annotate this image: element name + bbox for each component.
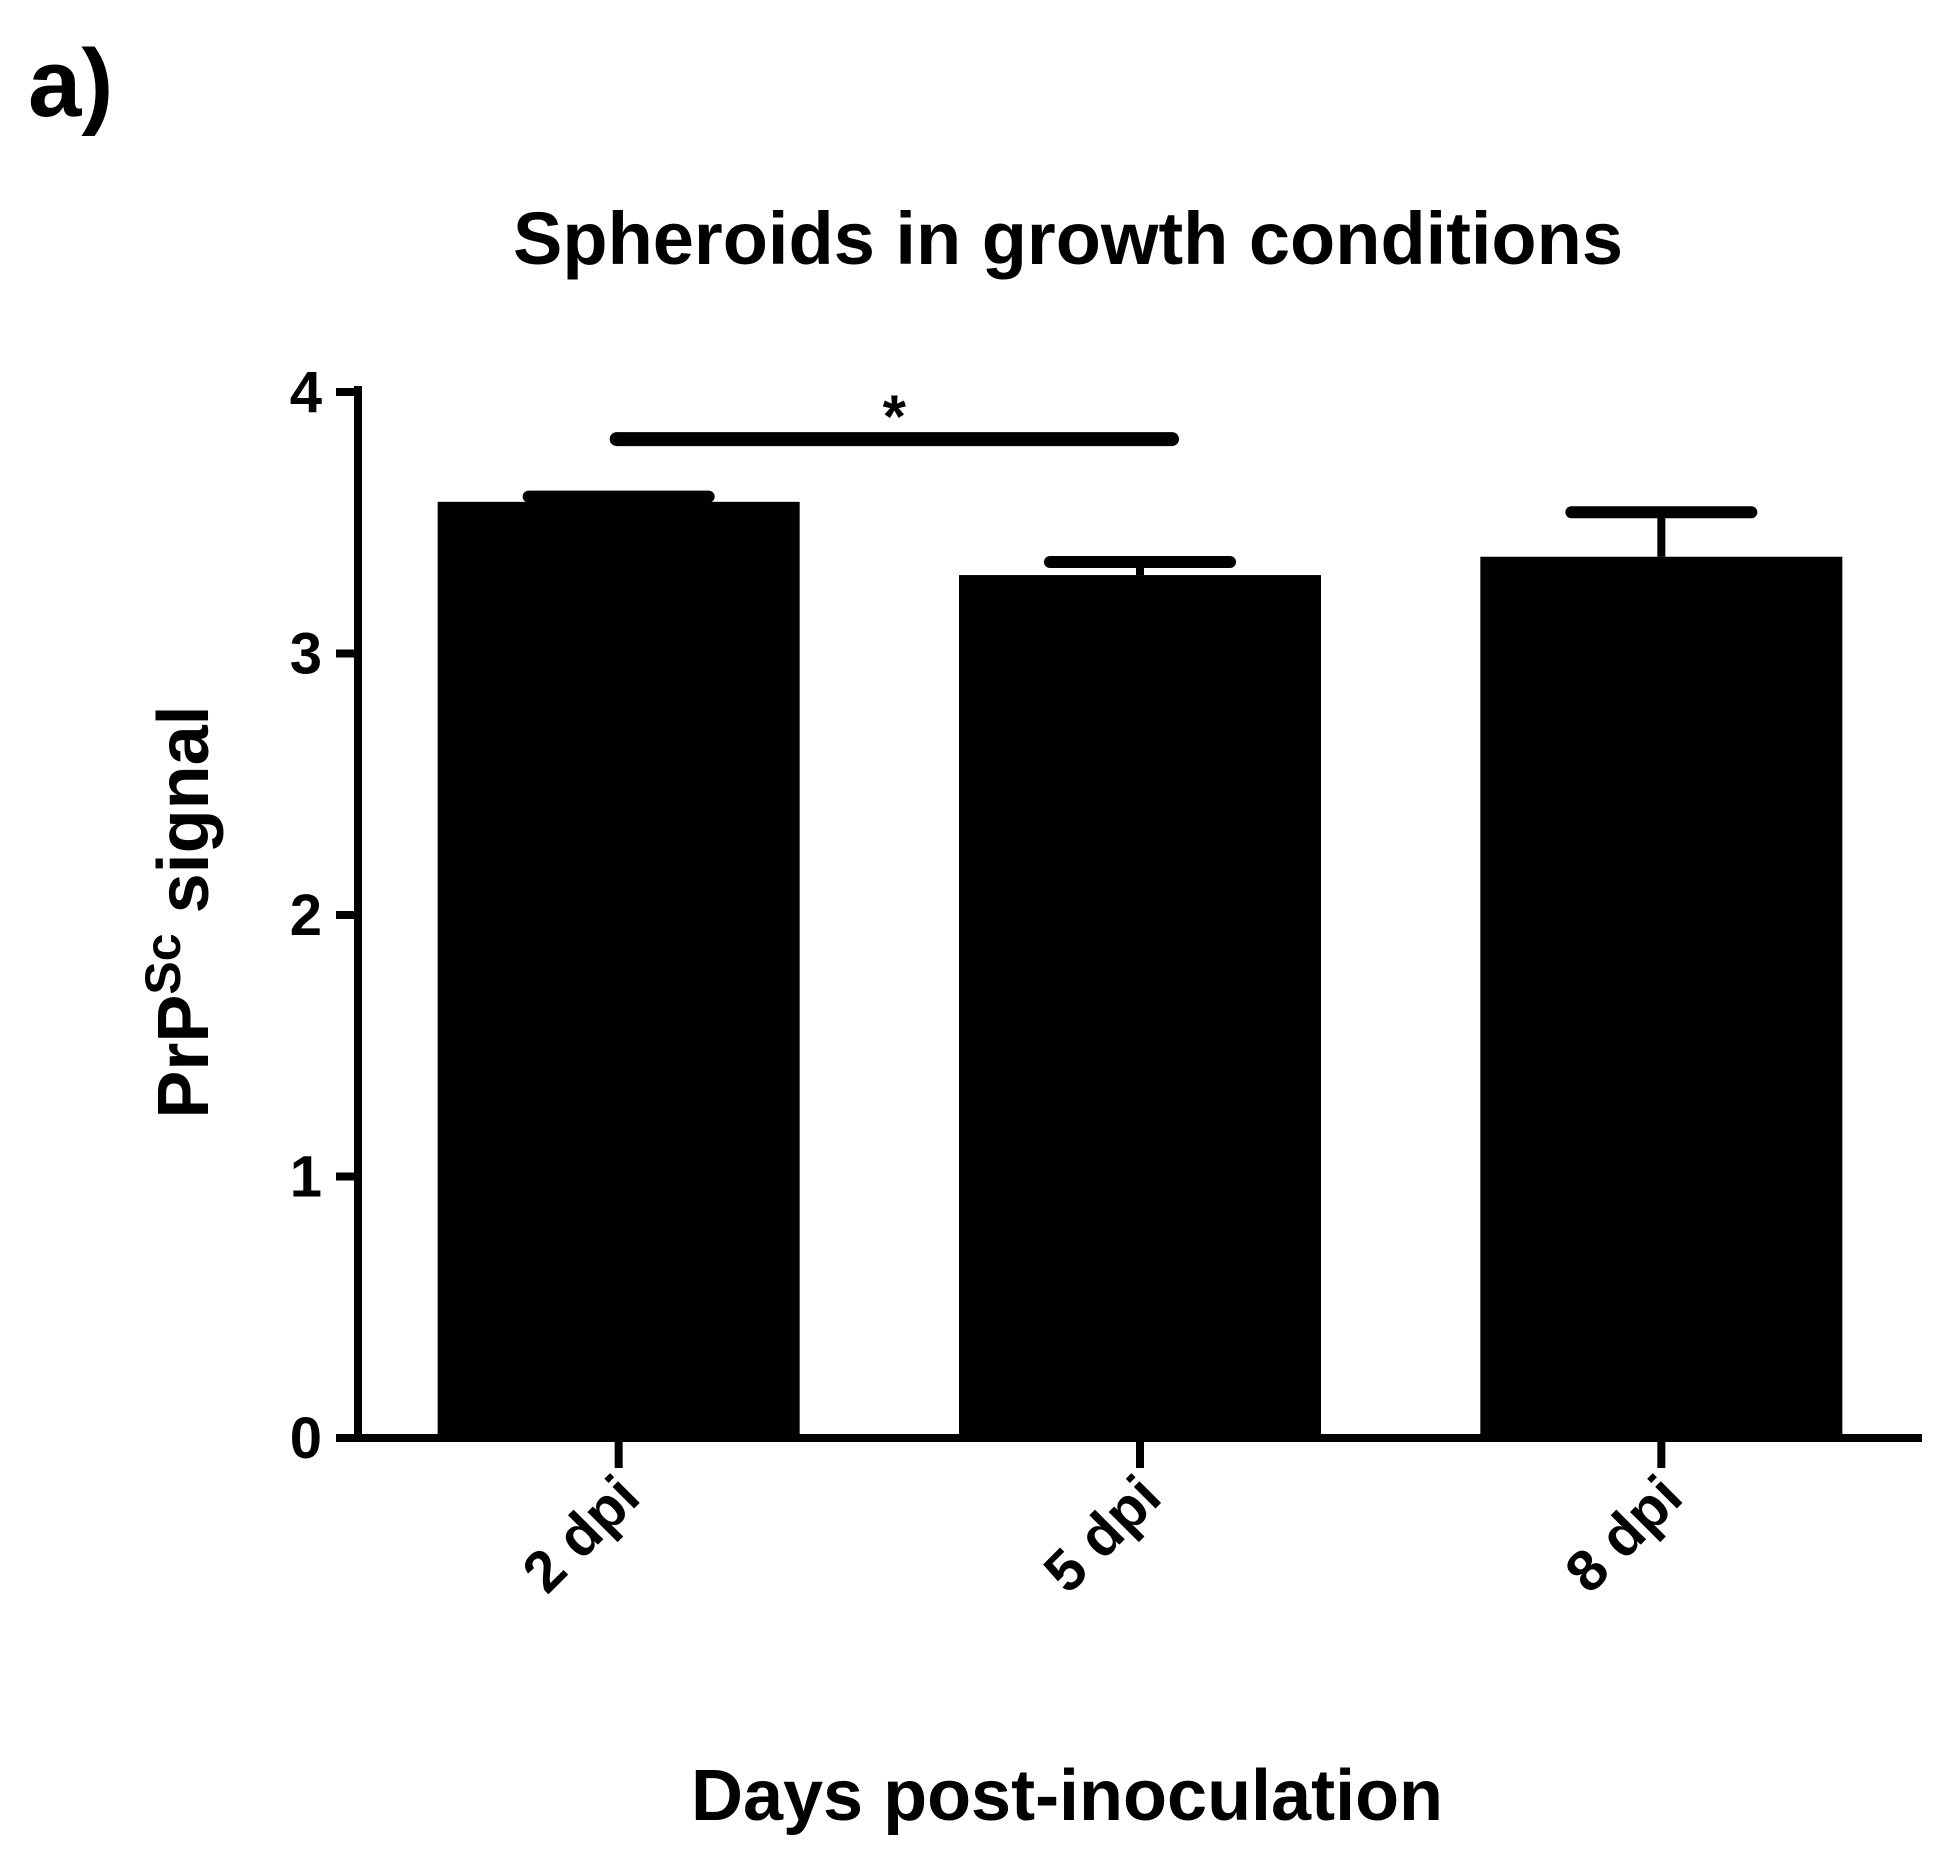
significance-label: * — [883, 383, 907, 450]
y-tick-label: 0 — [290, 1406, 322, 1471]
y-axis-title-suffix: signal — [144, 705, 224, 933]
y-axis-title-base: PrP — [144, 995, 224, 1119]
y-tick-label: 4 — [290, 360, 322, 425]
y-tick-label: 2 — [290, 883, 322, 948]
x-tick-label: 5 dpi — [1032, 1463, 1174, 1605]
bar — [959, 575, 1321, 1438]
y-tick-label: 1 — [290, 1145, 322, 1210]
y-tick-label: 3 — [290, 622, 322, 687]
y-axis-title: PrPSc signal — [135, 705, 224, 1118]
x-tick-label: 8 dpi — [1553, 1463, 1695, 1605]
x-tick-label: 2 dpi — [510, 1463, 652, 1605]
plot-area: 0 1 2 3 4 2 dpi 5 dpi 8 dpi * — [290, 360, 1843, 1605]
x-axis-title: Days post-inoculation — [691, 1756, 1443, 1836]
bar — [1480, 556, 1843, 1438]
y-axis-title-superscript: Sc — [135, 933, 191, 994]
panel-label: a) — [28, 30, 113, 137]
chart-title: Spheroids in growth conditions — [513, 197, 1623, 280]
bar — [437, 501, 800, 1439]
